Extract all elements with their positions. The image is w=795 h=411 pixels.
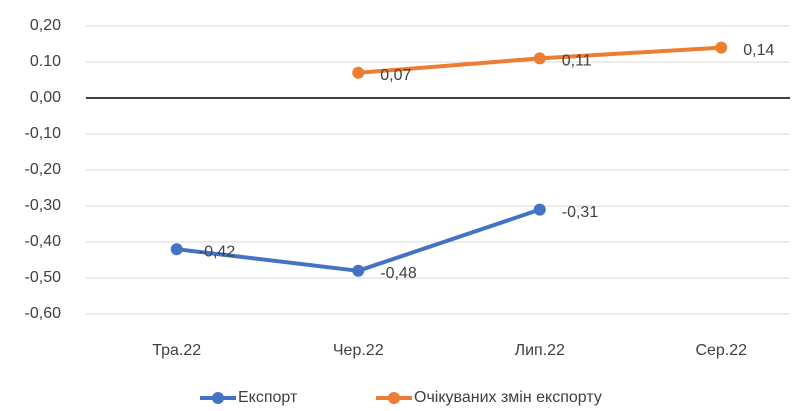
y-tick-label: -0,40: [25, 233, 62, 250]
point: [533, 203, 546, 216]
data-label: 0,14: [743, 42, 774, 59]
x-tick-label: Сер.22: [695, 342, 747, 359]
y-tick-label: -0,30: [25, 197, 62, 214]
point: [352, 66, 365, 79]
x-tick-label: Тра.22: [152, 342, 201, 359]
data-label: 0,07: [380, 67, 411, 84]
point: [352, 264, 365, 277]
legend-label: Очікуваних змін експорту: [414, 389, 602, 406]
series-line: [176, 207, 541, 273]
y-tick-label: -0,10: [25, 125, 62, 142]
legend-marker: [212, 392, 224, 404]
y-tick-label: -0,20: [25, 161, 62, 178]
point: [170, 243, 183, 256]
y-tick-label: 0,20: [30, 17, 61, 34]
data-label: 0,11: [562, 53, 592, 70]
legend-marker: [388, 392, 400, 404]
y-tick-label: 0,00: [30, 89, 61, 106]
data-label: -0,48: [380, 265, 417, 282]
data-label: -0,42: [199, 243, 236, 260]
legend-label: Експорт: [238, 389, 298, 406]
data-label: -0,31: [562, 204, 599, 221]
x-tick-label: Чер.22: [333, 342, 384, 359]
point: [715, 41, 728, 54]
point: [533, 52, 546, 65]
y-tick-label: -0,60: [25, 305, 62, 322]
y-tick-label: -0,50: [25, 269, 62, 286]
x-tick-label: Лип.22: [515, 342, 565, 359]
y-tick-label: 0.10: [30, 53, 61, 70]
